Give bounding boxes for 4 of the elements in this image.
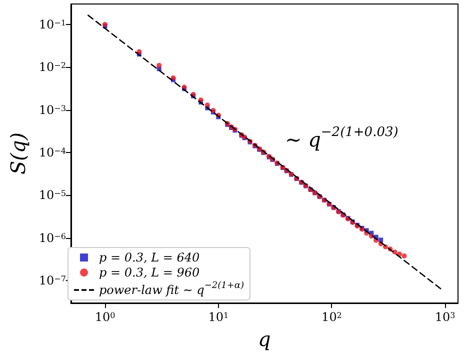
y-axis-title: S(q) bbox=[6, 132, 30, 175]
legend-label: p = 0.3, L = 640 bbox=[99, 250, 200, 264]
legend-label: p = 0.3, L = 960 bbox=[99, 266, 200, 280]
x-axis-title: q bbox=[258, 327, 271, 351]
